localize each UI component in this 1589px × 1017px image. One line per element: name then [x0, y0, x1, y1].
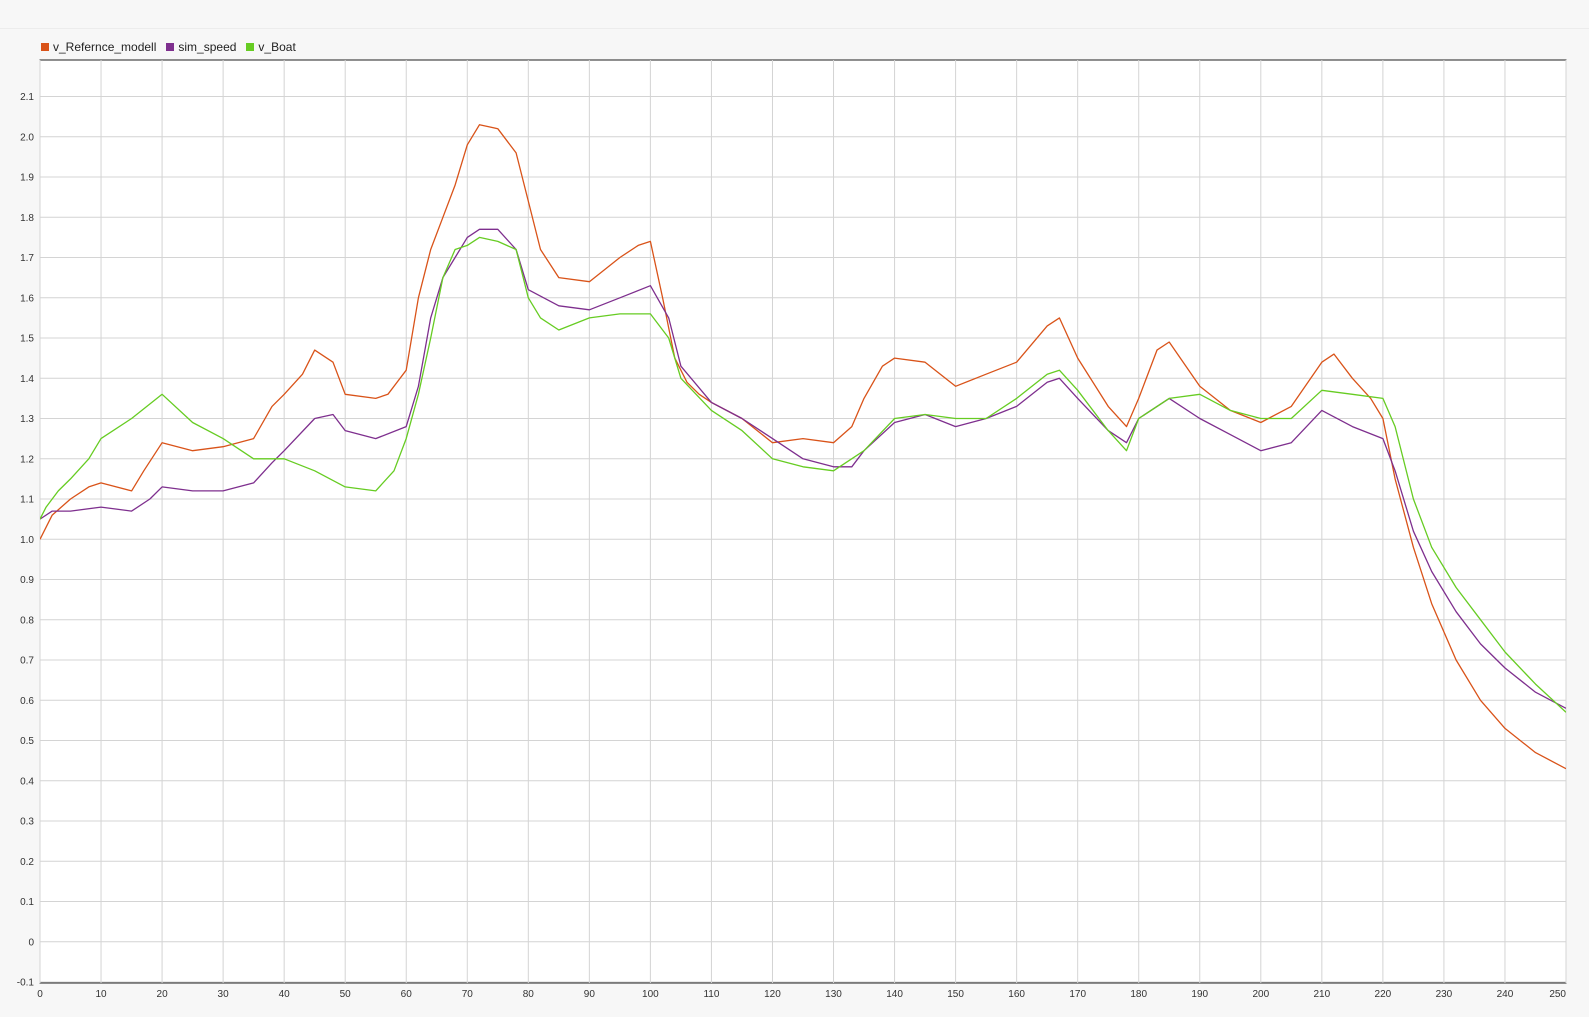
y-tick-label: 1.2 — [20, 454, 34, 465]
legend-item-sim-speed[interactable]: sim_speed — [166, 40, 236, 54]
y-tick-label: 1.8 — [20, 213, 34, 224]
x-tick-label: 100 — [642, 989, 659, 1000]
legend-swatch-sim-speed — [166, 43, 175, 51]
y-tick-label: 1.1 — [20, 495, 34, 506]
legend-label-sim-speed: sim_speed — [178, 40, 237, 54]
y-tick-label: 1.5 — [20, 334, 34, 345]
legend-item-v-refernce-modell[interactable]: v_Refernce_modell — [41, 40, 156, 54]
x-axis-ticks: 0 10 20 30 40 50 60 70 80 90 100 110 120 130 140 150 160… — [37, 989, 1566, 1000]
legend-label-v-boat: v_Boat — [258, 40, 296, 54]
x-tick-label: 10 — [95, 989, 107, 1000]
y-tick-label: 0.9 — [20, 575, 34, 586]
x-tick-label: 130 — [825, 989, 842, 1000]
y-tick-label: 2.0 — [20, 132, 34, 143]
x-tick-label: 190 — [1191, 989, 1208, 1000]
legend-swatch-v-refernce-modell — [41, 43, 49, 51]
y-tick-label: 0 — [28, 937, 34, 948]
y-tick-label: 1.6 — [20, 293, 34, 304]
y-tick-label: 0.6 — [20, 696, 34, 707]
y-tick-label: 0.2 — [20, 857, 34, 868]
legend-item-v-boat[interactable]: v_Boat — [246, 40, 296, 54]
x-tick-label: 80 — [523, 989, 535, 1000]
x-tick-label: 240 — [1497, 989, 1514, 1000]
top-toolbar — [0, 0, 1589, 29]
y-axis-ticks: -0.1 0 0.1 0.2 0.3 0.4 0.5 0.6 0.7 0.8 0.9 1.0 1.1 1.… — [17, 92, 35, 989]
y-tick-label: 1.3 — [20, 414, 34, 425]
legend-label-v-refernce-modell: v_Refernce_modell — [53, 40, 157, 54]
x-tick-label: 180 — [1130, 989, 1147, 1000]
x-tick-label: 250 — [1549, 989, 1566, 1000]
series-layer — [40, 124, 1566, 770]
x-tick-label: 60 — [401, 989, 413, 1000]
series-line-v-boat[interactable] — [40, 236, 1566, 713]
x-tick-label: 30 — [218, 989, 230, 1000]
y-tick-label: -0.1 — [17, 978, 35, 989]
x-tick-label: 160 — [1008, 989, 1025, 1000]
x-tick-label: 90 — [584, 989, 596, 1000]
y-tick-label: 0.8 — [20, 615, 34, 626]
x-tick-label: 200 — [1252, 989, 1269, 1000]
y-tick-label: 0.1 — [20, 897, 34, 908]
y-tick-label: 2.1 — [20, 92, 34, 103]
series-line-sim-speed[interactable] — [40, 228, 1566, 709]
legend: v_Refernce_modell sim_speed v_Boat — [41, 40, 296, 54]
y-tick-label: 0.3 — [20, 817, 34, 828]
x-tick-label: 210 — [1313, 989, 1330, 1000]
x-tick-label: 40 — [279, 989, 291, 1000]
x-tick-label: 50 — [340, 989, 352, 1000]
x-tick-label: 0 — [37, 989, 43, 1000]
y-tick-label: 1.4 — [20, 374, 34, 385]
y-tick-label: 0.7 — [20, 656, 34, 667]
x-tick-label: 70 — [462, 989, 474, 1000]
y-tick-label: 0.4 — [20, 776, 34, 787]
series-line-v-refernce-modell[interactable] — [40, 124, 1566, 770]
x-tick-label: 170 — [1069, 989, 1086, 1000]
x-tick-label: 110 — [703, 989, 719, 1000]
y-tick-label: 0.5 — [20, 736, 34, 747]
y-tick-label: 1.9 — [20, 173, 34, 184]
x-tick-label: 220 — [1375, 989, 1392, 1000]
y-tick-label: 1.0 — [20, 535, 34, 546]
plot-area[interactable] — [39, 59, 1567, 984]
x-tick-label: 20 — [157, 989, 169, 1000]
y-tick-label: 1.7 — [20, 253, 34, 264]
x-tick-label: 150 — [947, 989, 964, 1000]
x-tick-label: 230 — [1436, 989, 1453, 1000]
legend-swatch-v-boat — [246, 43, 255, 51]
x-tick-label: 120 — [764, 989, 781, 1000]
x-tick-label: 140 — [886, 989, 903, 1000]
